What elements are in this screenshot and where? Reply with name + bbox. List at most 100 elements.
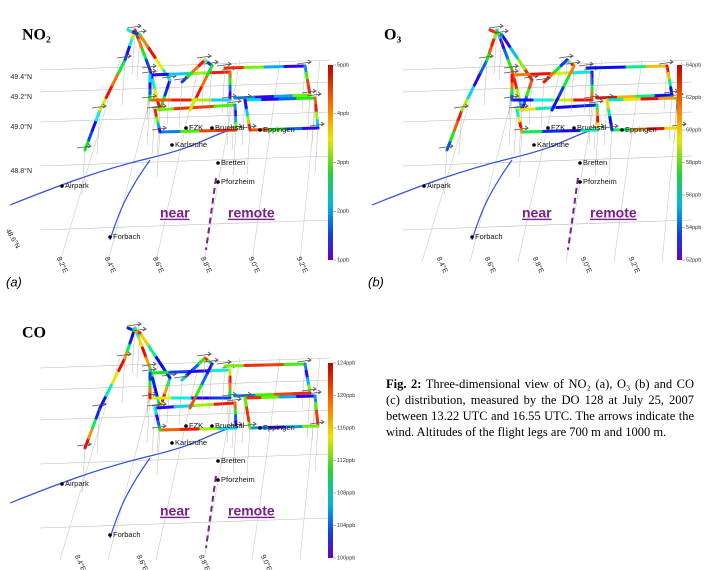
colorbar-label: 64ppb (686, 62, 701, 68)
colorbar-label: 116ppb (337, 425, 355, 431)
wind-arrow (174, 76, 188, 80)
grid-line (614, 60, 642, 262)
grid-line (402, 82, 692, 92)
flight-track (490, 30, 493, 31)
drop-line (247, 428, 250, 473)
flight-track (155, 408, 156, 414)
flight-track (148, 344, 156, 355)
flight-track (143, 348, 147, 358)
flight-track (195, 404, 215, 405)
place-dot (108, 533, 112, 537)
flight-track (607, 67, 627, 68)
colorbar-label: 3ppb (337, 160, 349, 166)
wind-arrow (197, 54, 211, 58)
panel-label: (a) (6, 274, 22, 289)
flight-track (510, 46, 518, 57)
panel: O₃(b)8.4°E8.6°E8.8°E9.0°E9.2°EAirparkFor… (368, 24, 701, 289)
wind-arrow (127, 322, 141, 326)
flight-track (170, 372, 190, 373)
wind-arrow (77, 144, 91, 148)
flight-track (301, 128, 318, 129)
longitude-label: 8.4°E (73, 553, 88, 570)
remote-label: remote (228, 503, 275, 519)
caption-text: Three-dimensional view of NO₂ (a), O₃ (b… (386, 377, 694, 439)
place-label: FZK (189, 421, 203, 430)
drop-line (541, 82, 544, 127)
colorbar (328, 65, 333, 260)
flight-track (155, 58, 163, 69)
flight-track (508, 60, 512, 70)
panel: NO₂(a)49.4°N49.2°N49.0°N48.8°N48.6°N8.2°… (4, 24, 349, 289)
flight-track (532, 74, 552, 75)
drop-line (302, 364, 305, 409)
place-label: Forbach (475, 232, 503, 241)
flight-track (195, 106, 215, 107)
flight-track (517, 110, 518, 116)
grid-line (252, 358, 280, 560)
flight-track (273, 394, 292, 395)
flight-track (85, 140, 89, 150)
drop-line (315, 128, 318, 173)
place-label: Bruchsal (577, 123, 607, 132)
grid-line (40, 410, 330, 420)
place-label: Karlsruhe (175, 438, 207, 447)
colorbar-label: 104ppb (337, 523, 355, 529)
flight-track (298, 396, 316, 397)
wind-arrow (92, 104, 106, 108)
place-dot (572, 126, 576, 130)
place-dot (108, 235, 112, 239)
wind-arrow (237, 94, 251, 98)
flight-track (647, 66, 667, 67)
flight-track (148, 46, 156, 57)
latitude-label: 48.8°N (11, 167, 32, 175)
colorbar-label: 4ppb (337, 111, 349, 117)
drop-line (595, 130, 598, 175)
flight-track (301, 426, 318, 427)
colorbar-label: 58ppb (686, 160, 701, 166)
flight-track (558, 88, 564, 99)
flight-track (93, 120, 97, 130)
flight-track (577, 105, 597, 106)
place-label: Bruchsal (215, 123, 245, 132)
wind-arrow (509, 104, 523, 108)
grid-line (402, 156, 692, 166)
flight-track (285, 66, 305, 67)
drop-line (664, 66, 667, 111)
drop-line (674, 98, 677, 143)
colorbar-label: 100ppb (337, 555, 355, 561)
drop-line (179, 82, 182, 127)
place-dot (620, 128, 624, 132)
wind-arrow (174, 374, 188, 378)
remote-label: remote (228, 205, 275, 221)
longitude-label: 8.6°E (483, 255, 498, 274)
drop-line (669, 95, 672, 140)
flight-track (517, 109, 537, 110)
drop-line (307, 95, 310, 140)
place-label: Pforzheim (221, 475, 255, 484)
colorbar (328, 363, 333, 558)
caption-lead: Fig. 2: (386, 377, 421, 391)
flight-track (210, 72, 230, 73)
place-label: FZK (551, 123, 565, 132)
colorbar-label: 56ppb (686, 192, 701, 198)
place-dot (210, 424, 214, 428)
flight-track (265, 67, 285, 68)
place-label: Bretten (221, 158, 245, 167)
place-label: Pforzheim (583, 177, 617, 186)
flight-track (155, 407, 175, 408)
flight-track (451, 130, 455, 140)
flight-track (245, 365, 265, 366)
place-label: Forbach (113, 232, 141, 241)
place-label: Airpark (65, 479, 89, 488)
flight-track (160, 132, 179, 133)
place-label: Karlsruhe (175, 140, 207, 149)
figure: NO₂(a)49.4°N49.2°N49.0°N48.8°N48.6°N8.2°… (0, 0, 708, 570)
flight-track (155, 356, 163, 367)
flight-track (150, 372, 170, 373)
grid-line (40, 82, 330, 92)
place-label: Airpark (427, 181, 451, 190)
drop-line (157, 132, 160, 177)
place-label: Airpark (65, 181, 89, 190)
drop-line (302, 66, 305, 111)
place-dot (216, 478, 220, 482)
